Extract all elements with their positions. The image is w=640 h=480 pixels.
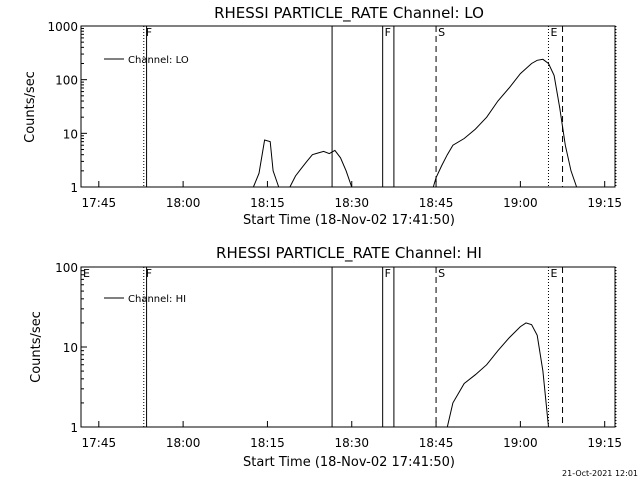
y-tick-label: 1: [70, 421, 78, 435]
y-axis-label: Counts/sec: [23, 71, 38, 143]
chart-title: RHESSI PARTICLE_RATE Channel: LO: [214, 4, 484, 23]
x-tick-label: 18:30: [334, 196, 369, 210]
legend-label: Channel: LO: [128, 55, 189, 66]
series-line-segment: [252, 139, 280, 188]
x-tick-label: 18:45: [419, 436, 454, 450]
y-tick-label: 10: [63, 341, 78, 355]
chart-title: RHESSI PARTICLE_RATE Channel: HI: [216, 244, 482, 263]
series-line-segment: [289, 149, 353, 188]
series-line-segment: [446, 322, 549, 428]
x-tick-label: 17:45: [82, 196, 117, 210]
x-tick-label: 19:15: [587, 196, 622, 210]
x-tick-label: 19:15: [587, 436, 622, 450]
x-tick-label: 18:00: [166, 436, 201, 450]
legend: Channel: HI: [104, 294, 186, 305]
event-marker-label: F: [385, 267, 391, 280]
footer-timestamp: 21-Oct-2021 12:01: [562, 469, 638, 478]
x-tick-label: 19:00: [503, 436, 538, 450]
x-tick-label: 18:45: [419, 196, 454, 210]
y-tick-label: 100: [55, 74, 78, 88]
chart-panel-hi: RHESSI PARTICLE_RATE Channel: HI Start T…: [29, 244, 622, 470]
plot-frame: [80, 25, 616, 188]
legend-label: Channel: HI: [128, 294, 186, 305]
event-marker-label: E: [83, 267, 90, 280]
event-marker-label: S: [438, 267, 445, 280]
y-tick-label: 10: [63, 127, 78, 141]
y-axis-label: Counts/sec: [29, 311, 44, 383]
x-axis-label: Start Time (18-Nov-02 17:41:50): [243, 213, 455, 228]
legend: Channel: LO: [104, 55, 189, 66]
y-tick-label: 1: [70, 181, 78, 195]
event-marker-label: E: [550, 267, 557, 280]
x-tick-label: 18:00: [166, 196, 201, 210]
x-tick-label: 19:00: [503, 196, 538, 210]
event-marker-label: F: [385, 26, 391, 39]
series-line-segment: [432, 58, 578, 188]
x-tick-label: 18:30: [334, 436, 369, 450]
x-axis-label: Start Time (18-Nov-02 17:41:50): [243, 455, 455, 470]
event-marker-label: F: [146, 26, 152, 39]
x-tick-label: 18:15: [250, 196, 285, 210]
y-tick-label: 100: [55, 261, 78, 275]
chart-panel-lo: RHESSI PARTICLE_RATE Channel: LO Start T…: [23, 4, 622, 228]
x-tick-label: 17:45: [82, 436, 117, 450]
y-tick-label: 1000: [47, 20, 78, 34]
event-marker-label: E: [550, 26, 557, 39]
event-marker-label: F: [146, 267, 152, 280]
plot-frame: [80, 266, 616, 428]
x-tick-label: 18:15: [250, 436, 285, 450]
event-marker-label: S: [438, 26, 445, 39]
